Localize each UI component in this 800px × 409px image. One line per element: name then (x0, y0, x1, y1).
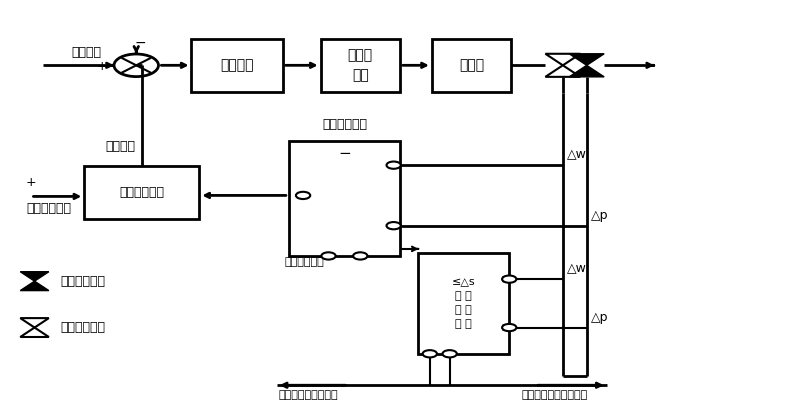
Polygon shape (546, 54, 580, 65)
Text: 凸度仪宽度信号报警: 凸度仪宽度信号报警 (279, 390, 338, 400)
Bar (289, 141, 400, 256)
Text: +: + (26, 176, 36, 189)
Circle shape (353, 252, 367, 260)
Polygon shape (570, 65, 604, 77)
Circle shape (322, 252, 336, 260)
Circle shape (442, 350, 457, 357)
Text: 精轧机: 精轧机 (459, 58, 484, 72)
Text: 信号选择模块: 信号选择模块 (322, 118, 367, 131)
Text: △w: △w (567, 262, 586, 275)
Polygon shape (570, 54, 604, 65)
Text: 平直度仪宽度信号报警: 平直度仪宽度信号报警 (522, 390, 588, 400)
Text: ≤△s
故 障
诊 断
模 块: ≤△s 故 障 诊 断 模 块 (452, 277, 475, 329)
Bar (418, 253, 510, 354)
Text: △p: △p (590, 310, 608, 324)
Polygon shape (20, 318, 49, 328)
Bar (321, 39, 400, 92)
Circle shape (296, 192, 310, 199)
Text: △w: △w (567, 148, 586, 161)
Bar (84, 166, 199, 219)
Text: 宽度修正: 宽度修正 (106, 139, 135, 153)
Polygon shape (20, 328, 49, 337)
Text: 宽度设定: 宽度设定 (71, 46, 101, 59)
Text: 二级模型计算: 二级模型计算 (119, 186, 164, 199)
Text: 目标宽度偏差: 目标宽度偏差 (26, 202, 72, 216)
Polygon shape (20, 281, 49, 291)
Circle shape (386, 162, 401, 169)
Text: 选择触发指令: 选择触发指令 (285, 257, 325, 267)
Circle shape (502, 276, 516, 283)
Bar (432, 39, 511, 92)
Text: 平直度测宽仪: 平直度测宽仪 (60, 321, 105, 334)
Text: △p: △p (590, 209, 608, 222)
Text: −: − (135, 36, 146, 50)
Circle shape (386, 222, 401, 229)
Polygon shape (546, 65, 580, 77)
Text: +: + (97, 60, 108, 73)
Polygon shape (20, 272, 49, 281)
Text: −: − (338, 146, 350, 161)
Circle shape (422, 350, 437, 357)
Bar (191, 39, 283, 92)
Text: 多功能凸度仪: 多功能凸度仪 (60, 275, 105, 288)
Circle shape (502, 324, 516, 331)
Text: 伺服系统: 伺服系统 (220, 58, 254, 72)
Text: 立辊液
压缸: 立辊液 压缸 (348, 49, 373, 82)
